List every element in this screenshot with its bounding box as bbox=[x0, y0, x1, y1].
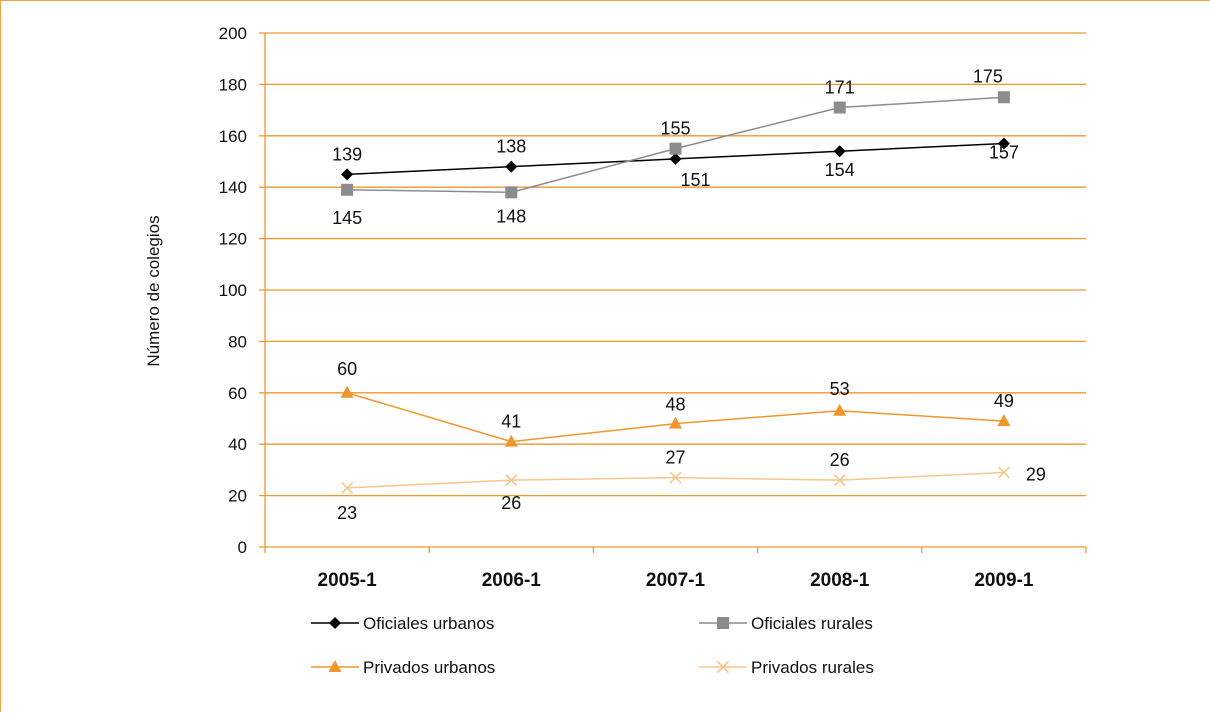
data-point bbox=[669, 152, 682, 165]
data-label: 171 bbox=[825, 78, 855, 98]
data-point bbox=[341, 481, 354, 494]
data-label: 26 bbox=[501, 493, 521, 513]
y-tick-label: 140 bbox=[219, 178, 247, 197]
data-point bbox=[505, 160, 518, 173]
data-point bbox=[669, 142, 682, 155]
data-point bbox=[340, 385, 354, 398]
data-point bbox=[997, 414, 1011, 427]
y-tick-label: 0 bbox=[238, 538, 247, 557]
axes: 0 20 40 60 80 100 120 140 160 180 200 2005-1 2006-1 2… bbox=[219, 24, 1087, 591]
data-label: 138 bbox=[496, 137, 526, 157]
y-tick-label: 160 bbox=[219, 127, 247, 146]
y-tick-label: 20 bbox=[228, 487, 247, 506]
grid-lines bbox=[265, 32, 1086, 497]
data-point bbox=[833, 101, 846, 114]
data-point bbox=[997, 91, 1010, 104]
data-point bbox=[833, 403, 847, 416]
data-point bbox=[997, 137, 1010, 150]
x-tick-label: 2007-1 bbox=[646, 570, 706, 591]
y-tick-label: 200 bbox=[219, 24, 247, 43]
data-label: 41 bbox=[501, 412, 521, 432]
series-line-4 bbox=[347, 471, 1004, 489]
data-label: 175 bbox=[973, 66, 1003, 86]
y-tick-label: 40 bbox=[228, 435, 247, 454]
y-axis-title: Número de colegios bbox=[144, 215, 163, 366]
x-tick-label: 2006-1 bbox=[482, 570, 542, 591]
data-label: 157 bbox=[989, 143, 1019, 163]
legend-label: Privados urbanos bbox=[363, 658, 495, 677]
legend-marker bbox=[329, 617, 341, 629]
data-labels: 139 138 151 154 157 145 148 155 171 175 60 41 48 53 49… bbox=[332, 66, 1046, 523]
data-label: 23 bbox=[337, 503, 357, 523]
legend-label: Privados rurales bbox=[751, 658, 874, 677]
y-tick-label: 180 bbox=[219, 75, 247, 94]
y-tick-label: 80 bbox=[228, 332, 247, 351]
data-point bbox=[341, 183, 354, 196]
data-point bbox=[669, 416, 682, 429]
data-label: 53 bbox=[830, 379, 850, 399]
data-label: 148 bbox=[496, 206, 526, 226]
x-tick-label: 2005-1 bbox=[318, 570, 378, 591]
data-label: 48 bbox=[665, 395, 685, 415]
data-label: 154 bbox=[825, 160, 855, 180]
data-point bbox=[504, 434, 518, 447]
data-point bbox=[997, 466, 1010, 479]
data-point bbox=[505, 186, 518, 199]
data-point bbox=[833, 474, 846, 487]
data-label: 26 bbox=[830, 450, 850, 470]
data-point bbox=[341, 168, 354, 181]
data-label: 27 bbox=[665, 448, 685, 468]
data-point bbox=[669, 471, 682, 484]
legend: Oficiales urbanos Oficiales rurales Privad… bbox=[311, 614, 874, 677]
x-tick-label: 2009-1 bbox=[974, 570, 1034, 591]
legend-label: Oficiales urbanos bbox=[363, 614, 494, 633]
y-tick-label: 120 bbox=[219, 230, 247, 249]
data-label: 29 bbox=[1026, 464, 1046, 484]
data-label: 60 bbox=[337, 359, 357, 379]
data-point bbox=[505, 474, 518, 487]
legend-marker bbox=[716, 660, 730, 674]
data-label: 155 bbox=[660, 119, 690, 139]
legend-marker bbox=[717, 617, 729, 629]
data-label: 139 bbox=[332, 144, 362, 164]
data-label: 145 bbox=[332, 208, 362, 228]
data-point bbox=[833, 145, 846, 158]
y-tick-label: 100 bbox=[219, 281, 247, 300]
data-label: 151 bbox=[680, 170, 710, 190]
series-lines bbox=[340, 91, 1011, 494]
legend-label: Oficiales rurales bbox=[751, 614, 873, 633]
legend-marker bbox=[328, 660, 342, 672]
y-tick-label: 60 bbox=[228, 384, 247, 403]
x-tick-label: 2008-1 bbox=[810, 570, 870, 591]
data-label: 49 bbox=[994, 391, 1014, 411]
